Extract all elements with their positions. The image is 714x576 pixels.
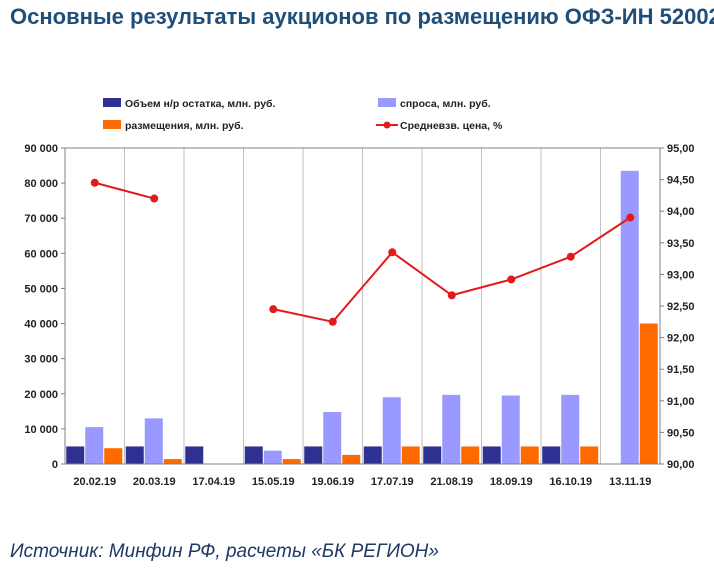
chart-price-line: [90, 178, 635, 326]
y2-tick-label: 91,00: [667, 396, 695, 408]
bar: [85, 427, 104, 464]
y2-tick-label: 92,50: [667, 301, 695, 313]
price-line-segment: [273, 216, 631, 323]
y-tick-label: 10 000: [24, 424, 58, 436]
bar: [542, 446, 561, 464]
x-tick-label: 17.04.19: [192, 476, 235, 488]
y-tick-label: 0: [52, 459, 58, 471]
x-tick-label: 15.05.19: [252, 476, 295, 488]
bar: [423, 446, 442, 464]
legend-label: Объем н/р остатка, млн. руб.: [125, 98, 276, 110]
y2-tick-label: 91,50: [667, 364, 695, 376]
legend-label: спроса, млн. руб.: [400, 98, 491, 110]
chart-legend: Объем н/р остатка, млн. руб. спроса, млн.…: [103, 98, 503, 132]
y2-tick-label: 90,00: [667, 459, 695, 471]
y-tick-label: 40 000: [24, 319, 58, 331]
bar: [401, 446, 420, 464]
y2-tick-label: 90,50: [667, 427, 695, 439]
bar: [244, 446, 263, 464]
chart-grid: [124, 148, 601, 464]
bar: [282, 459, 301, 464]
bar: [342, 454, 361, 464]
price-point: [90, 178, 99, 187]
bar: [639, 323, 658, 464]
bar: [66, 446, 85, 464]
price-point: [328, 317, 337, 326]
y-tick-label: 90 000: [24, 143, 58, 155]
x-tick-label: 13.11.19: [609, 476, 651, 488]
bar: [482, 446, 501, 464]
y2-tick-label: 94,50: [667, 175, 695, 187]
legend-swatch: [378, 98, 396, 107]
y2-tick-label: 93,50: [667, 238, 695, 250]
source-note: Источник: Минфин РФ, расчеты «БК РЕГИОН»: [10, 541, 439, 562]
legend-marker: [383, 121, 391, 129]
price-point: [626, 213, 635, 222]
bar: [125, 446, 144, 464]
price-point: [566, 252, 575, 261]
x-tick-label: 20.03.19: [133, 476, 176, 488]
y2-tick-label: 94,00: [667, 206, 695, 218]
y2-tick-label: 92,00: [667, 333, 695, 345]
x-tick-label: 21.08.19: [430, 476, 473, 488]
price-point: [447, 291, 456, 300]
legend-label: Средневзв. цена, %: [400, 120, 503, 132]
price-point: [269, 305, 278, 314]
bar: [561, 394, 580, 464]
bar: [323, 412, 342, 464]
bar: [580, 446, 599, 464]
bar: [501, 395, 520, 464]
bar: [185, 446, 204, 464]
bar: [263, 450, 282, 464]
legend-swatch: [103, 120, 121, 129]
y2-tick-label: 95,00: [667, 143, 695, 155]
bar: [363, 446, 382, 464]
bar: [520, 446, 539, 464]
x-tick-label: 18.09.19: [490, 476, 533, 488]
y-tick-label: 30 000: [24, 354, 58, 366]
x-tick-label: 16.10.19: [549, 476, 592, 488]
legend-swatch: [103, 98, 121, 107]
bar: [304, 446, 323, 464]
x-tick-label: 17.07.19: [371, 476, 414, 488]
page-title: Основные результаты аукционов по размеще…: [10, 4, 714, 29]
bar: [144, 418, 163, 464]
y-tick-label: 50 000: [24, 283, 58, 295]
y2-tick-label: 93,00: [667, 269, 695, 281]
chart-bars: [66, 170, 658, 465]
y-tick-label: 60 000: [24, 248, 58, 260]
price-point: [507, 275, 516, 284]
bar: [461, 446, 480, 464]
chart-axes: 0 10 000 20 000 30 000 40 000 50 000 60 000 70 …: [24, 143, 694, 488]
bar: [442, 394, 461, 464]
y-tick-label: 70 000: [24, 213, 58, 225]
bar: [163, 459, 182, 464]
bar: [104, 448, 123, 464]
price-point: [150, 194, 159, 203]
x-tick-label: 20.02.19: [73, 476, 116, 488]
x-tick-label: 19.06.19: [311, 476, 354, 488]
price-line-segment: [94, 181, 155, 200]
y-tick-label: 20 000: [24, 389, 58, 401]
bar: [620, 170, 639, 465]
price-point: [388, 248, 397, 257]
legend-label: размещения, млн. руб.: [125, 120, 244, 132]
bar: [382, 397, 401, 464]
y-tick-label: 80 000: [24, 178, 58, 190]
